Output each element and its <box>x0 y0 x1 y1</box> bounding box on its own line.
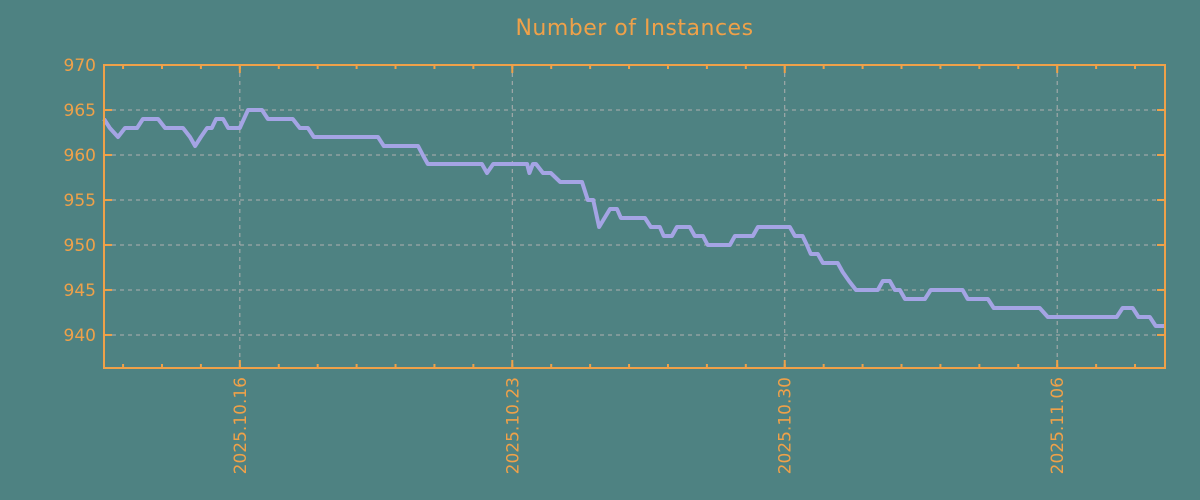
y-tick-label: 955 <box>64 191 96 211</box>
y-tick-label: 965 <box>64 101 96 121</box>
y-tick-label: 960 <box>64 146 96 166</box>
data-line <box>102 108 1165 328</box>
chart-title: Number of Instances <box>515 16 754 41</box>
x-tick-label: 2025.11.06 <box>1048 377 1068 474</box>
x-tick-label: 2025.10.16 <box>231 377 251 474</box>
x-tick-label: 2025.10.30 <box>776 377 796 474</box>
y-tick-label: 950 <box>64 236 96 256</box>
plot-border <box>103 64 1166 369</box>
y-tick-label: 940 <box>64 326 96 346</box>
x-tick-label: 2025.10.23 <box>503 377 523 474</box>
y-tick-label: 970 <box>64 56 96 76</box>
y-tick-label: 945 <box>64 281 96 301</box>
